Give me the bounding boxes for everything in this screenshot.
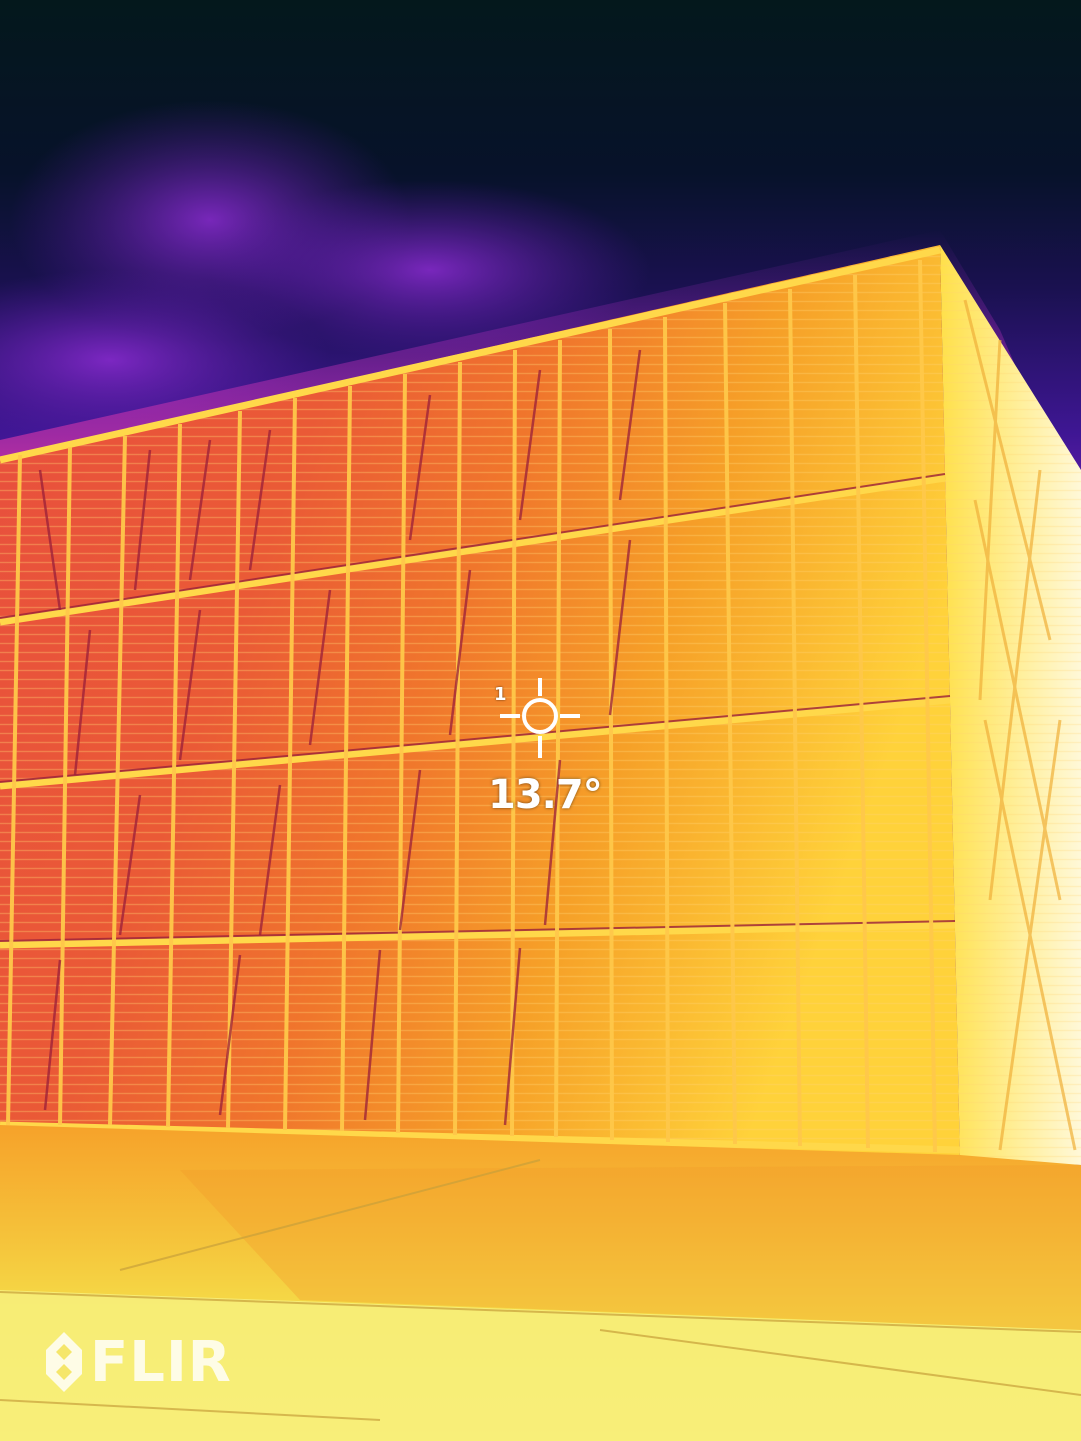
spot-meter-crosshair-icon bbox=[500, 678, 580, 758]
pavement bbox=[0, 1290, 1081, 1441]
cloud bbox=[210, 180, 650, 360]
shutter-frames bbox=[6, 259, 937, 1153]
lawn-hot-spot bbox=[180, 1165, 1081, 1330]
flir-logo-text: FLIR bbox=[90, 1329, 232, 1395]
building-side-face-lattice bbox=[940, 245, 1081, 1165]
temperature-readout: 13.7° bbox=[488, 772, 603, 818]
pavement-lines bbox=[0, 1159, 1081, 1421]
flir-watermark: FLIR bbox=[44, 1329, 232, 1395]
tilted-shutters bbox=[38, 349, 642, 1126]
spot-meter-index: 1 bbox=[494, 684, 507, 705]
side-lattice bbox=[963, 299, 1077, 1151]
flir-logo-icon bbox=[46, 1332, 82, 1392]
